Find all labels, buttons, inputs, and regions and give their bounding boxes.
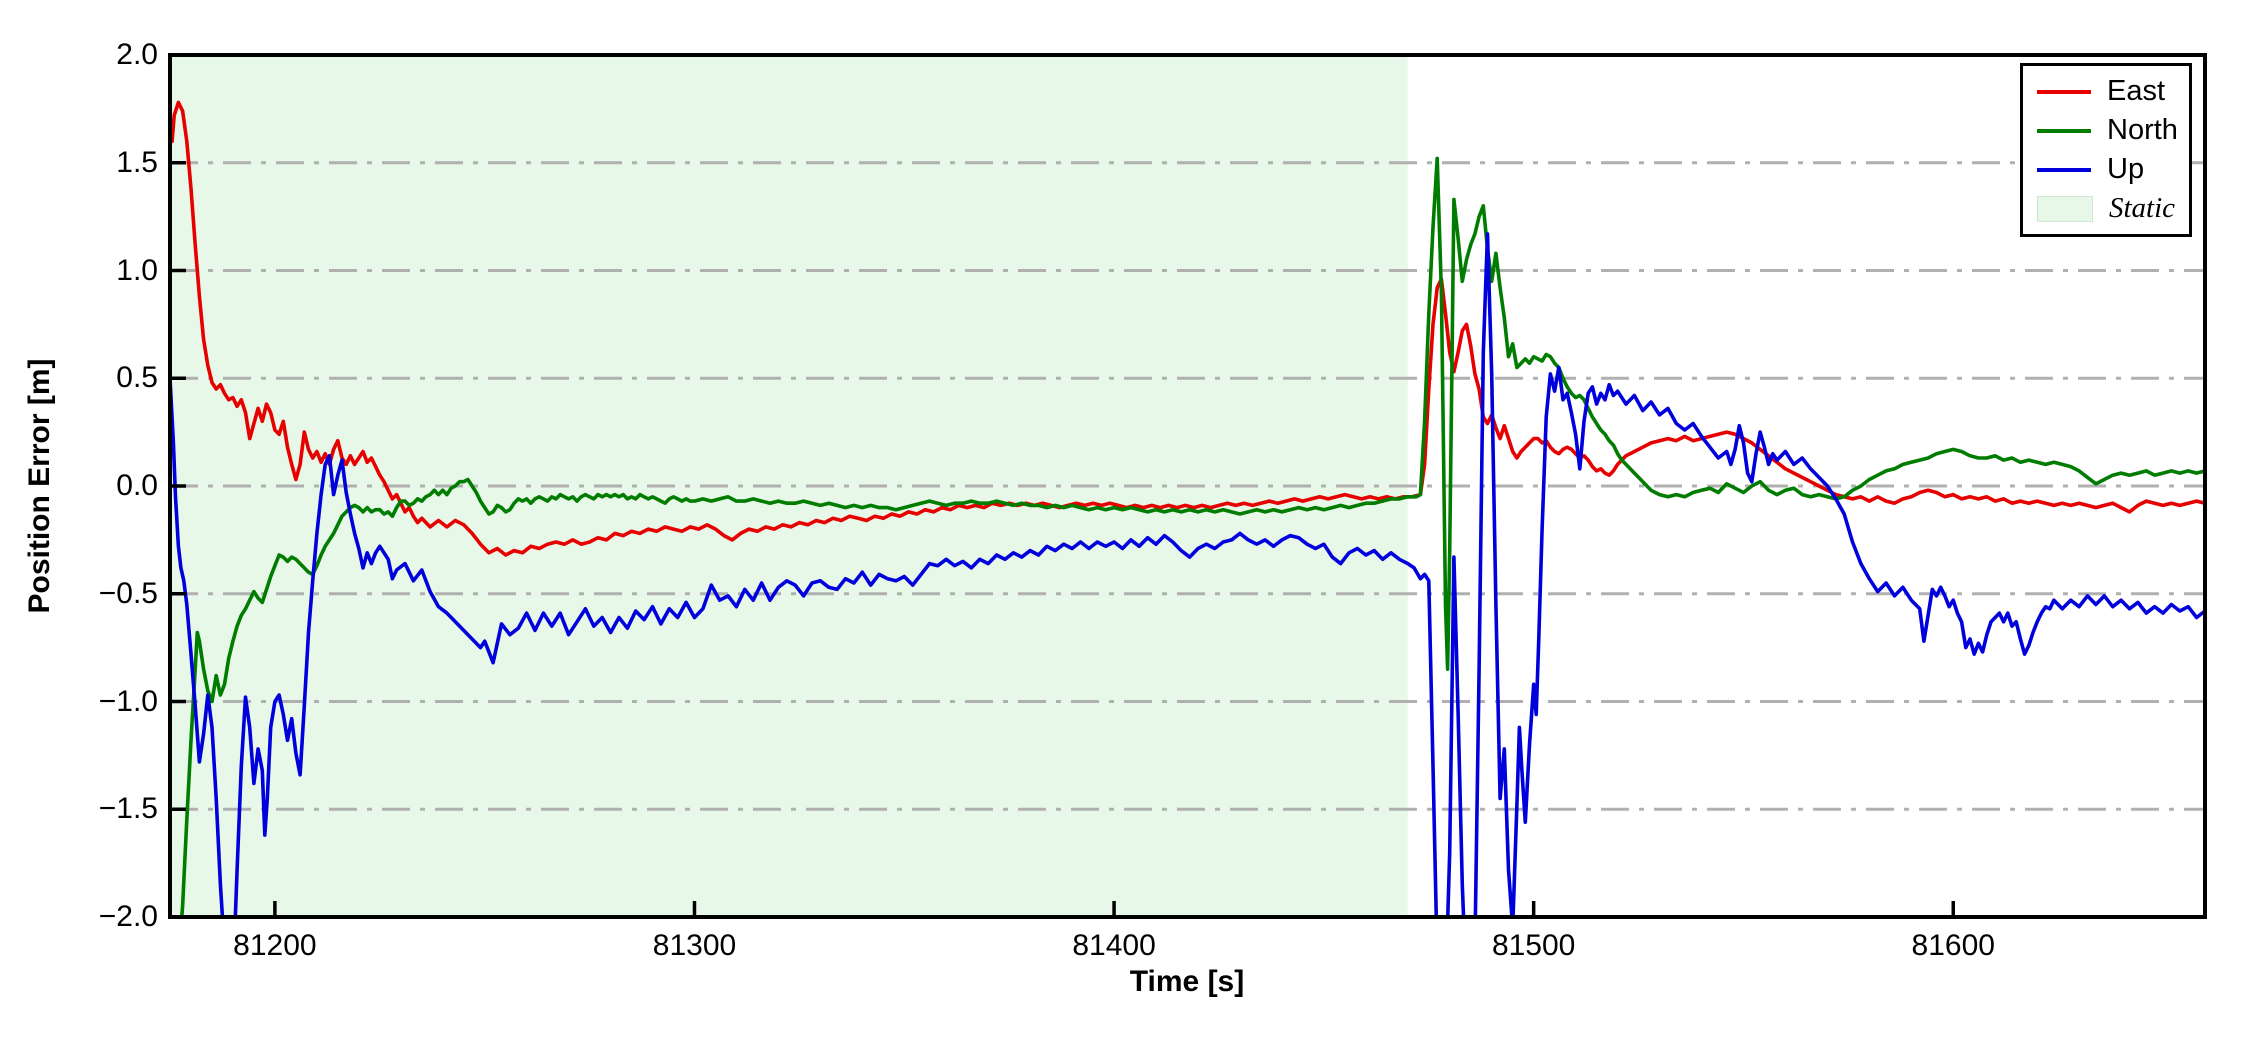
legend-label-up: Up [2107,153,2145,185]
x-tick-label: 81200 [233,929,317,962]
x-tick-label: 81600 [1911,929,1995,962]
y-tick-label: 0.5 [116,361,158,395]
y-tick-label: 1.0 [116,253,158,287]
north-line-swatch [2037,128,2091,133]
x-tick-label: 81400 [1072,929,1156,962]
y-tick-label: −2.0 [98,900,158,933]
legend-item-east: East [2037,75,2175,108]
y-tick-label: −0.5 [98,576,158,610]
x-tick-label: 81300 [652,929,737,962]
y-tick-label: 0.0 [116,469,158,502]
y-tick-label: 2.0 [116,38,158,71]
legend-label-static: Static [2109,192,2176,224]
x-axis-title: Time [s] [1129,965,1245,998]
y-tick-label: −1.0 [98,684,158,718]
legend-label-north: North [2107,114,2178,146]
legend-item-static: Static [2037,192,2175,225]
y-tick-label: 1.5 [116,145,158,179]
x-tick-label: 81500 [1491,929,1576,962]
series-up [170,232,2205,917]
series-east [170,100,2205,557]
y-tick-label: −1.5 [98,792,158,826]
up-line-swatch [2037,167,2091,172]
static-patch-swatch [2037,195,2093,222]
series-north [179,156,2205,917]
east-line-swatch [2037,89,2091,94]
y-axis-title: Position Error [m] [23,358,56,614]
legend-box: East North Up Static [2020,63,2192,237]
legend-item-up: Up [2037,153,2175,186]
legend-item-north: North [2037,114,2178,147]
legend-label-east: East [2107,75,2166,107]
